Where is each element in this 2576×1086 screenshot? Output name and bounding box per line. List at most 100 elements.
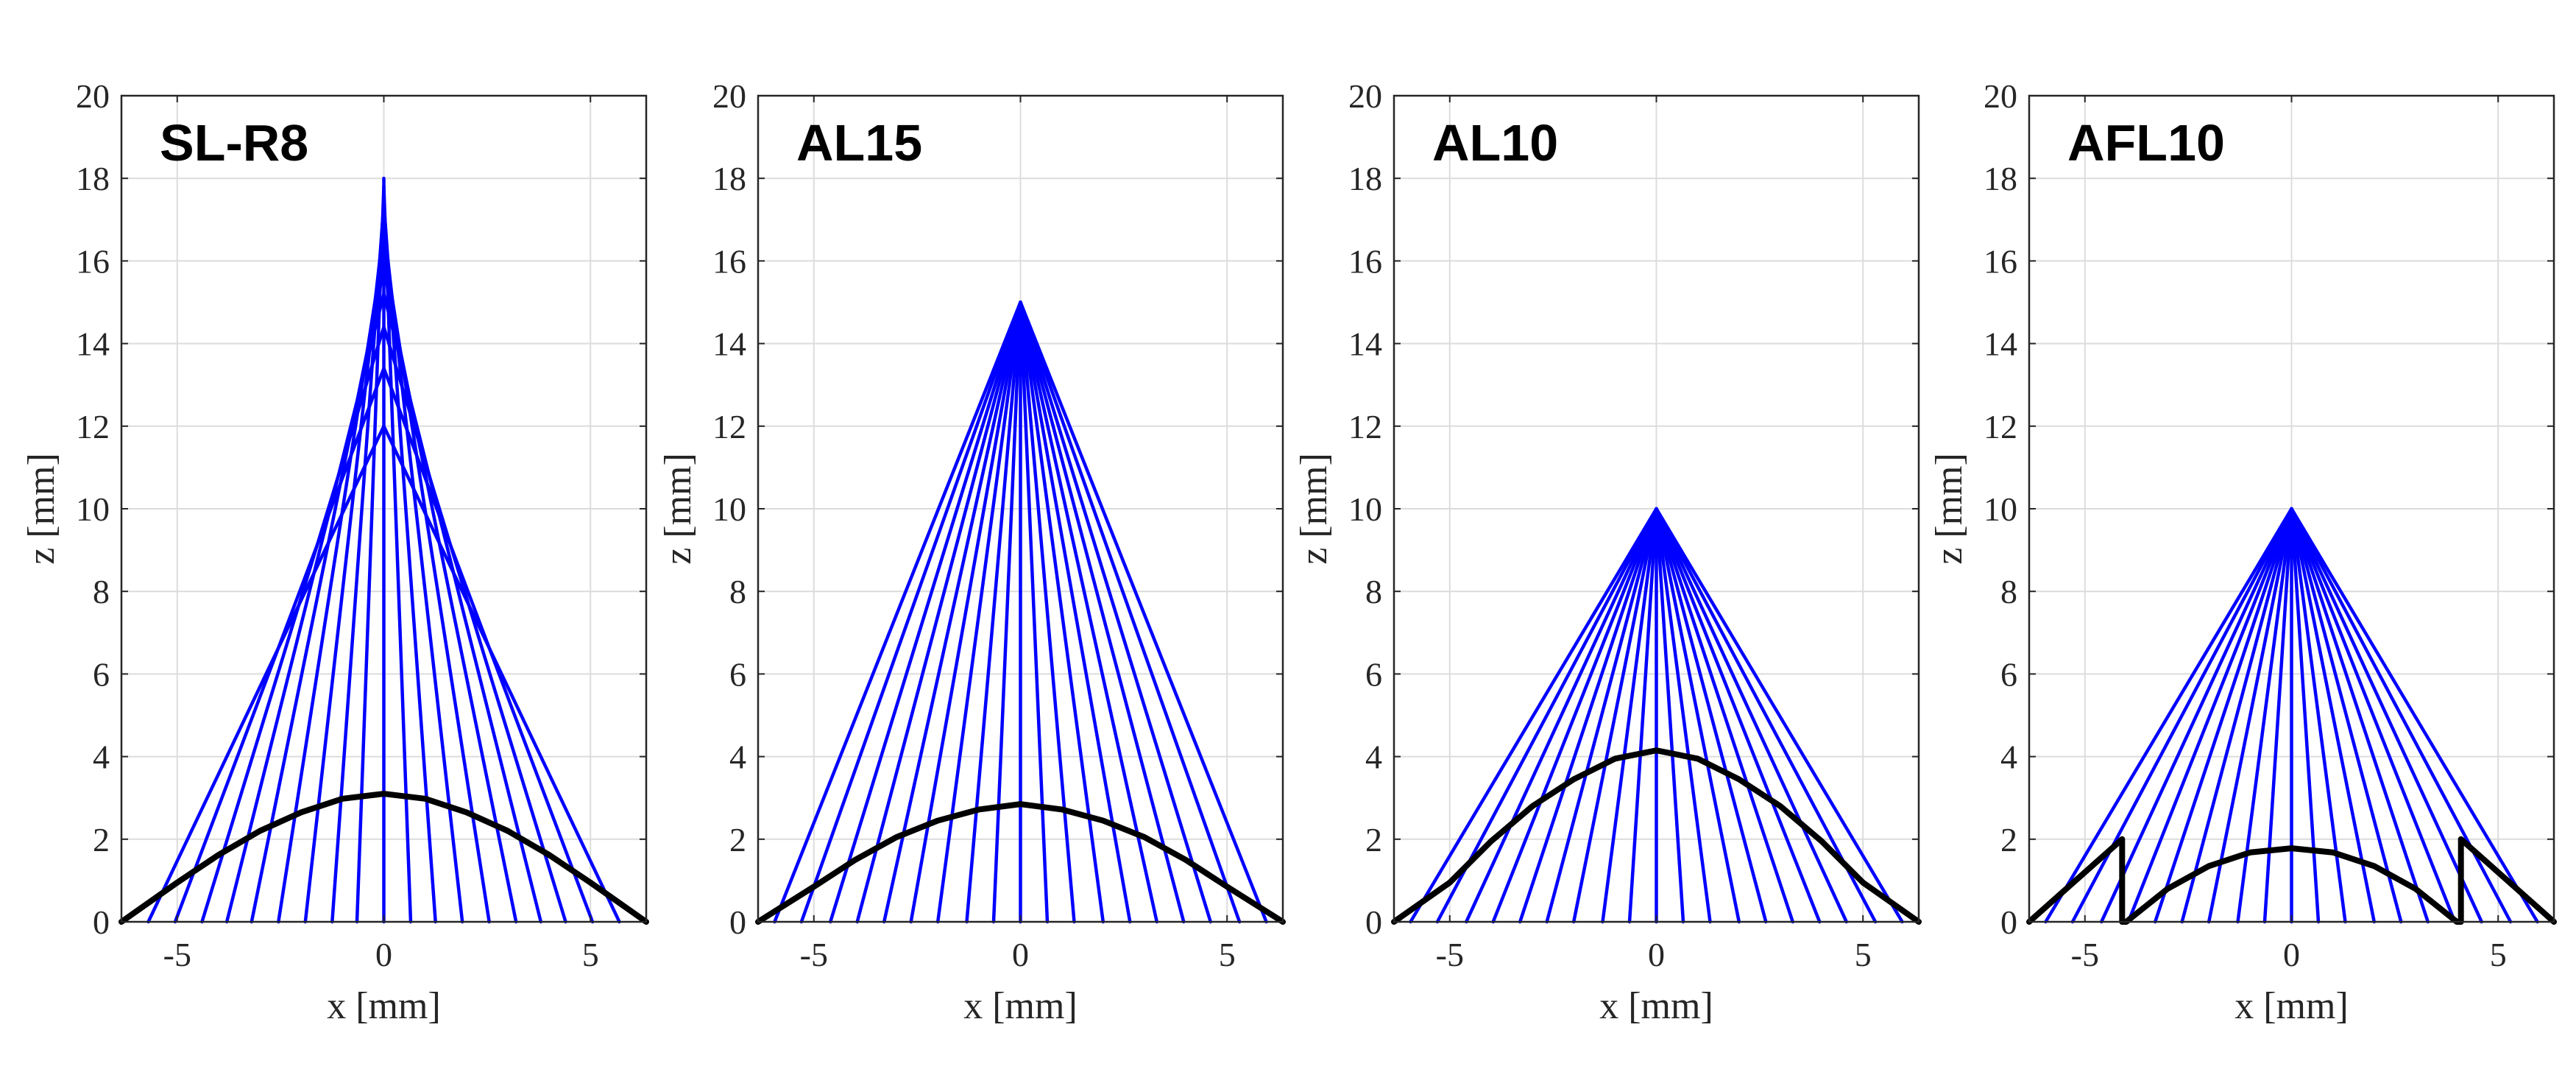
ray-line	[2290, 507, 2539, 924]
y-tick-label: 0	[1365, 903, 1382, 941]
ray-line	[799, 300, 1022, 924]
y-tick-label: 2	[93, 821, 110, 858]
ray-line	[1019, 300, 1050, 924]
x-tick-label: 0	[1648, 936, 1665, 973]
ray-line	[1627, 507, 1658, 924]
ray-line	[2290, 507, 2457, 924]
lens-profile	[118, 791, 649, 925]
ray-line	[855, 300, 1022, 924]
ray-line	[1655, 507, 1822, 924]
ray-line	[1019, 300, 1076, 924]
x-tick-label: 5	[2490, 936, 2507, 973]
ray-line	[382, 424, 621, 924]
ray-line	[1019, 300, 1159, 924]
y-tick-label: 16	[1984, 242, 2017, 280]
ray-line	[382, 325, 567, 924]
y-tick-label: 2	[1365, 821, 1382, 858]
y-tick-label: 14	[1348, 325, 1382, 363]
panel-title: AL10	[1432, 114, 1558, 172]
ray-line	[1019, 300, 1242, 924]
ray-line	[1655, 507, 1741, 924]
y-tick-label: 20	[1348, 77, 1382, 115]
ray-line	[1435, 507, 1658, 924]
y-tick-label: 8	[1365, 573, 1382, 610]
ray-line	[1518, 507, 1658, 924]
x-axis-label: x [mm]	[963, 985, 1078, 1027]
x-tick-label: -5	[163, 936, 191, 973]
y-tick-label: 4	[1365, 738, 1382, 776]
x-tick-label: 0	[375, 936, 392, 973]
y-tick-label: 12	[76, 408, 110, 445]
panel-title: AL15	[796, 114, 922, 172]
y-tick-label: 4	[93, 738, 110, 776]
y-tick-label: 20	[1984, 77, 2017, 115]
ray-line	[1571, 507, 1658, 924]
x-axis-label: x [mm]	[2234, 985, 2349, 1027]
ray-line	[1655, 507, 1768, 924]
y-tick-label: 16	[712, 242, 746, 280]
y-tick-label: 0	[729, 903, 746, 941]
ray-line	[1464, 507, 1658, 924]
ray-line	[1019, 300, 1186, 924]
y-tick-label: 18	[1348, 160, 1382, 197]
x-tick-label: -5	[800, 936, 828, 973]
ray-line	[1655, 507, 1685, 924]
ray-line	[277, 242, 386, 924]
lens-profile	[1391, 747, 1922, 925]
ray-line	[882, 300, 1022, 924]
ray-line	[1019, 300, 1132, 924]
y-tick-label: 6	[729, 655, 746, 693]
x-tick-label: -5	[2071, 936, 2099, 973]
y-tick-label: 4	[2000, 738, 2017, 776]
ray-line	[146, 424, 386, 924]
y-tick-label: 12	[1348, 408, 1382, 445]
panel-2: 0 2 4 6 8 10 12 14 16 18 20 -5 0 5 x [mm] z [mm] AL15	[657, 77, 1286, 1027]
ray-line	[2290, 507, 2377, 924]
y-tick-label: 0	[2000, 903, 2017, 941]
ray-line	[1655, 507, 1712, 924]
ray-line	[1019, 300, 1268, 924]
ray-line	[2044, 507, 2293, 924]
y-tick-label: 2	[729, 821, 746, 858]
y-axis-label: z [mm]	[657, 453, 699, 565]
ray-line	[909, 300, 1022, 924]
y-tick-label: 18	[76, 160, 110, 197]
y-tick-label: 6	[2000, 655, 2017, 693]
ray-line	[1601, 507, 1658, 924]
ray-line	[2290, 507, 2430, 924]
y-tick-label: 10	[1348, 490, 1382, 528]
panel-4: 0 2 4 6 8 10 12 14 16 18 20 -5 0 5 x [mm] z [mm] AFL10	[1928, 77, 2557, 1027]
ray-line	[2290, 507, 2484, 924]
x-tick-label: -5	[1436, 936, 1464, 973]
y-tick-label: 18	[1984, 160, 2017, 197]
y-tick-label: 6	[1365, 655, 1382, 693]
ray-line	[2207, 507, 2293, 924]
x-tick-label: 5	[582, 936, 599, 973]
y-tick-label: 16	[76, 242, 110, 280]
y-tick-label: 12	[712, 408, 746, 445]
x-tick-label: 5	[1219, 936, 1236, 973]
y-tick-label: 6	[93, 655, 110, 693]
ray-line	[382, 292, 543, 924]
y-tick-label: 14	[76, 325, 110, 363]
y-tick-label: 10	[712, 490, 746, 528]
y-tick-label: 18	[712, 160, 746, 197]
y-axis-label: z [mm]	[1293, 453, 1335, 565]
y-tick-label: 8	[2000, 573, 2017, 610]
x-axis-label: x [mm]	[1599, 985, 1713, 1027]
x-tick-label: 0	[2283, 936, 2300, 973]
y-tick-label: 8	[729, 573, 746, 610]
panel-3: 0 2 4 6 8 10 12 14 16 18 20 -5 0 5 x [mm] z [mm] AL10	[1293, 77, 1922, 1027]
panel-title: AFL10	[2067, 114, 2225, 172]
ray-line	[2153, 507, 2293, 924]
lens-profile	[755, 801, 1286, 925]
x-tick-label: 5	[1855, 936, 1872, 973]
ray-line	[1655, 507, 1878, 924]
ray-line	[1409, 507, 1658, 924]
panel-1: 0 2 4 6 8 10 12 14 16 18 20 -5 0 5 x [mm] z [mm] SL-R8	[21, 77, 649, 1027]
panel-title: SL-R8	[160, 114, 308, 172]
ray-line	[965, 300, 1022, 924]
y-tick-label: 2	[2000, 821, 2017, 858]
